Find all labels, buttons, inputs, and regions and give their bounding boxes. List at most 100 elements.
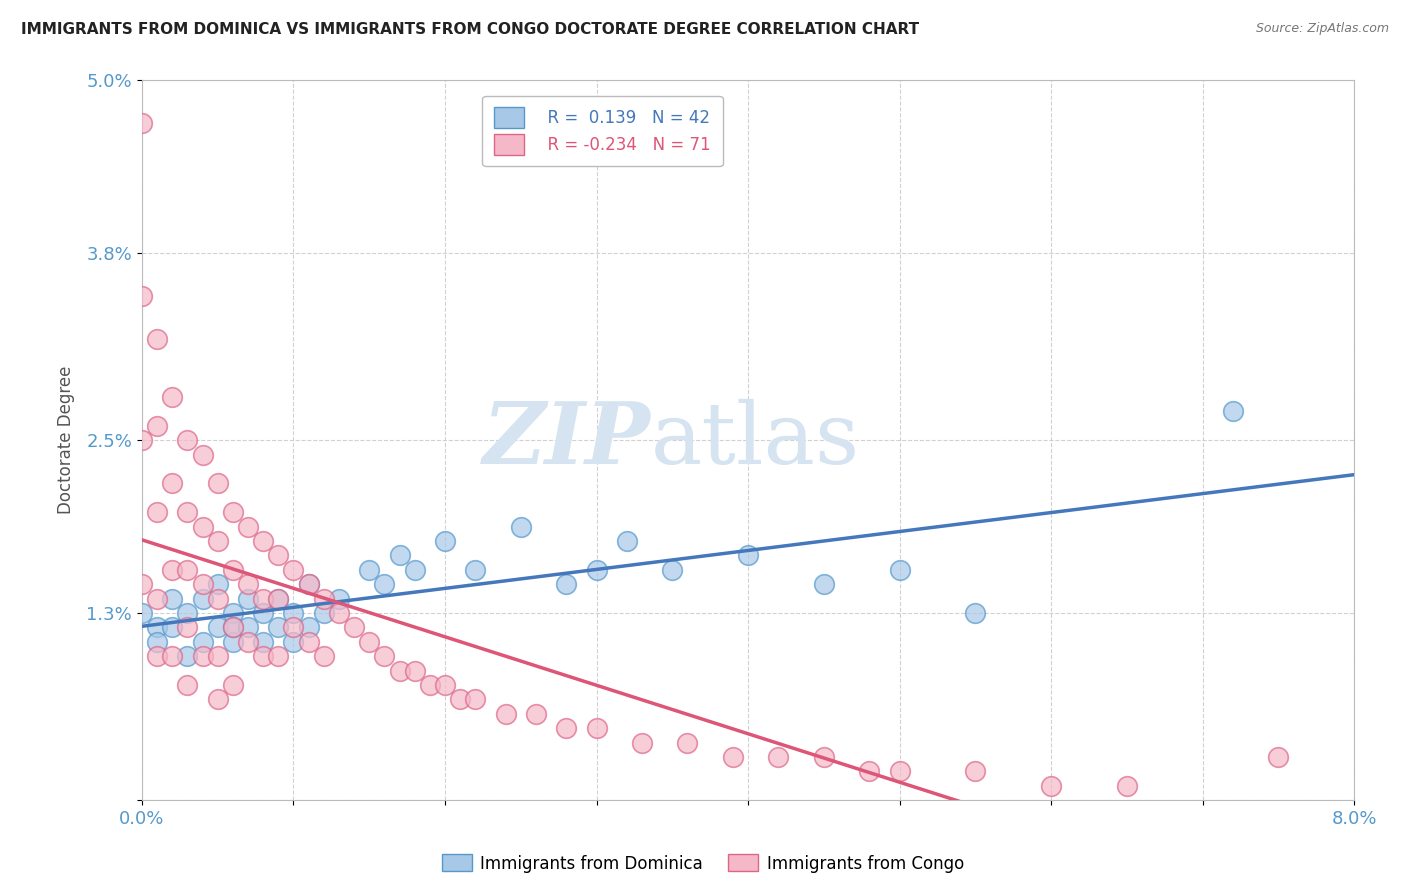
Point [1040,779,1063,793]
Point [267,591,290,606]
Point [146,591,169,606]
Point [312,649,335,664]
Point [176,620,198,634]
Point [495,706,517,721]
Point [146,649,169,664]
Point [131,433,153,447]
Point [207,533,229,548]
Point [252,649,274,664]
Point [661,563,683,577]
Point [464,692,486,706]
Point [131,289,153,303]
Point [146,620,169,634]
Point [146,418,169,433]
Point [858,764,880,779]
Point [737,549,759,563]
Point [297,620,319,634]
Point [297,634,319,648]
Point [813,750,835,764]
Point [207,649,229,664]
Point [965,606,987,620]
Point [631,736,654,750]
Point [433,533,456,548]
Point [524,706,547,721]
Text: Source: ZipAtlas.com: Source: ZipAtlas.com [1256,22,1389,36]
Point [207,591,229,606]
Point [1222,404,1244,418]
Point [1115,779,1137,793]
Text: ZIP: ZIP [484,399,651,482]
Point [236,591,259,606]
Point [328,606,350,620]
Point [676,736,699,750]
Legend: Immigrants from Dominica, Immigrants from Congo: Immigrants from Dominica, Immigrants fro… [436,847,970,880]
Point [585,721,607,735]
Point [889,764,911,779]
Point [176,433,198,447]
Point [555,721,578,735]
Point [359,634,381,648]
Point [207,577,229,591]
Point [585,563,607,577]
Point [297,577,319,591]
Point [721,750,744,764]
Point [328,591,350,606]
Point [146,505,169,519]
Point [419,678,441,692]
Point [1267,750,1289,764]
Point [236,634,259,648]
Point [616,533,638,548]
Point [252,533,274,548]
Point [464,563,486,577]
Point [160,476,183,491]
Point [176,606,198,620]
Point [131,116,153,130]
Point [207,620,229,634]
Point [176,505,198,519]
Point [388,664,411,678]
Point [160,649,183,664]
Point [267,649,290,664]
Point [176,563,198,577]
Point [965,764,987,779]
Point [222,634,245,648]
Legend:   R =  0.139   N = 42,   R = -0.234   N = 71: R = 0.139 N = 42, R = -0.234 N = 71 [482,95,723,166]
Text: IMMIGRANTS FROM DOMINICA VS IMMIGRANTS FROM CONGO DOCTORATE DEGREE CORRELATION C: IMMIGRANTS FROM DOMINICA VS IMMIGRANTS F… [21,22,920,37]
Point [373,649,395,664]
Point [191,519,214,533]
Point [160,591,183,606]
Point [176,649,198,664]
Point [131,606,153,620]
Point [343,620,366,634]
Point [236,620,259,634]
Point [222,505,245,519]
Point [191,591,214,606]
Point [191,634,214,648]
Point [207,692,229,706]
Point [297,577,319,591]
Point [146,634,169,648]
Point [312,591,335,606]
Point [449,692,471,706]
Point [283,620,305,634]
Text: atlas: atlas [651,399,860,482]
Point [207,476,229,491]
Point [191,448,214,462]
Point [131,577,153,591]
Point [283,563,305,577]
Point [813,577,835,591]
Point [252,634,274,648]
Point [176,678,198,692]
Point [267,620,290,634]
Point [222,606,245,620]
Point [267,549,290,563]
Point [404,563,426,577]
Point [222,620,245,634]
Point [146,332,169,346]
Point [359,563,381,577]
Point [509,519,531,533]
Point [433,678,456,692]
Point [160,563,183,577]
Point [160,620,183,634]
Point [768,750,790,764]
